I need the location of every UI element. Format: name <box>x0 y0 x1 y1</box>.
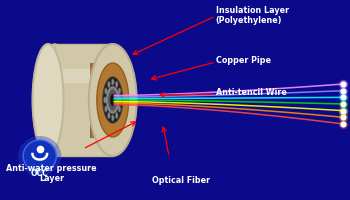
Ellipse shape <box>115 81 118 88</box>
Ellipse shape <box>33 44 64 156</box>
Text: Anti-water pressure
Layer: Anti-water pressure Layer <box>6 164 97 183</box>
Ellipse shape <box>104 97 106 103</box>
Ellipse shape <box>107 87 119 113</box>
Text: Anti-tencil Wire: Anti-tencil Wire <box>216 88 287 97</box>
Ellipse shape <box>107 81 110 88</box>
Ellipse shape <box>118 88 121 94</box>
Polygon shape <box>99 77 113 123</box>
Text: OCC: OCC <box>31 169 49 178</box>
Ellipse shape <box>23 140 56 172</box>
Polygon shape <box>90 63 113 137</box>
Ellipse shape <box>107 112 110 119</box>
Polygon shape <box>90 67 113 80</box>
Ellipse shape <box>105 106 107 112</box>
Ellipse shape <box>108 89 118 111</box>
Ellipse shape <box>115 112 118 119</box>
Ellipse shape <box>89 44 136 156</box>
Ellipse shape <box>18 136 61 176</box>
Ellipse shape <box>111 79 114 85</box>
Ellipse shape <box>111 115 114 121</box>
Text: Insulation Layer
(Polyethylene): Insulation Layer (Polyethylene) <box>216 6 289 25</box>
Polygon shape <box>55 44 113 156</box>
Ellipse shape <box>118 106 121 112</box>
Text: Copper Pipe: Copper Pipe <box>216 56 271 65</box>
Polygon shape <box>48 69 113 83</box>
Ellipse shape <box>119 97 122 103</box>
Ellipse shape <box>110 94 116 106</box>
Ellipse shape <box>103 77 123 123</box>
Ellipse shape <box>105 88 107 94</box>
Text: Optical Fiber: Optical Fiber <box>152 176 210 185</box>
Ellipse shape <box>38 44 71 156</box>
Ellipse shape <box>97 63 129 137</box>
